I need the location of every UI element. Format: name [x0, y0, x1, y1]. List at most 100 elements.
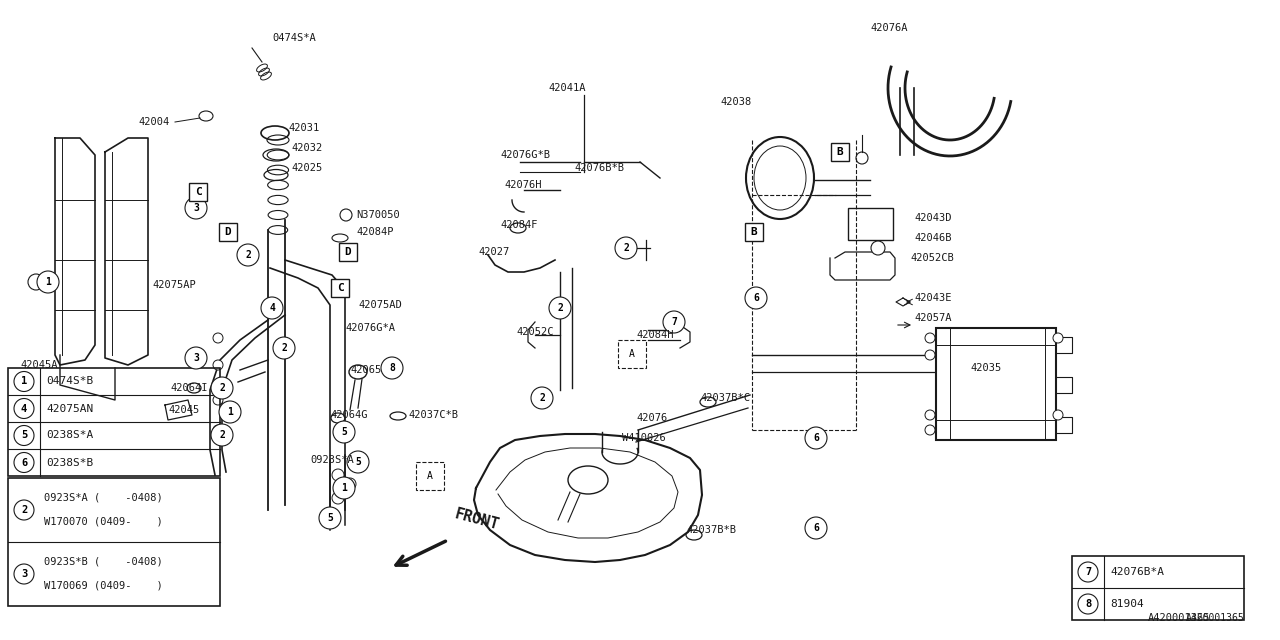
- Text: 42052CB: 42052CB: [910, 253, 954, 263]
- Text: 8: 8: [389, 363, 396, 373]
- Text: 2: 2: [219, 430, 225, 440]
- Bar: [831, 143, 849, 161]
- Text: 42045: 42045: [168, 405, 200, 415]
- Text: 0474S*B: 0474S*B: [46, 376, 93, 387]
- Text: 0923S*B (    -0408): 0923S*B ( -0408): [44, 557, 163, 567]
- Text: 8: 8: [1085, 599, 1091, 609]
- Circle shape: [805, 517, 827, 539]
- Text: 42076G*A: 42076G*A: [346, 323, 396, 333]
- Circle shape: [186, 197, 207, 219]
- Text: 42084P: 42084P: [356, 227, 393, 237]
- Text: 0923S*A (    -0408): 0923S*A ( -0408): [44, 493, 163, 503]
- Circle shape: [870, 241, 884, 255]
- Circle shape: [925, 350, 934, 360]
- Circle shape: [212, 425, 223, 435]
- Circle shape: [344, 478, 356, 490]
- Text: 0238S*B: 0238S*B: [46, 458, 93, 467]
- Text: 2: 2: [539, 393, 545, 403]
- Text: 42037B*C: 42037B*C: [700, 393, 750, 403]
- Bar: [339, 243, 357, 261]
- Text: A: A: [428, 471, 433, 481]
- Text: 0474S*A: 0474S*A: [273, 33, 316, 43]
- Text: 2: 2: [20, 505, 27, 515]
- Text: 5: 5: [355, 457, 361, 467]
- Text: A420001365: A420001365: [1187, 613, 1245, 623]
- Circle shape: [14, 399, 35, 419]
- Text: 4: 4: [269, 303, 275, 313]
- Text: C: C: [337, 283, 343, 293]
- Text: 42076H: 42076H: [504, 180, 541, 190]
- Bar: [618, 340, 646, 368]
- Bar: [219, 223, 237, 241]
- Text: 42041A: 42041A: [548, 83, 585, 93]
- Circle shape: [333, 421, 355, 443]
- Circle shape: [319, 507, 340, 529]
- Text: 42075AD: 42075AD: [358, 300, 402, 310]
- Text: 0923S*A: 0923S*A: [310, 455, 353, 465]
- Circle shape: [925, 410, 934, 420]
- Text: 42075AN: 42075AN: [46, 403, 93, 413]
- Text: 42031: 42031: [288, 123, 319, 133]
- Text: 1: 1: [45, 277, 51, 287]
- Text: D: D: [344, 247, 352, 257]
- Text: B: B: [837, 147, 844, 157]
- Text: 81904: 81904: [1110, 599, 1144, 609]
- Text: 42046B: 42046B: [914, 233, 951, 243]
- Text: 42027: 42027: [477, 247, 509, 257]
- Text: C: C: [195, 187, 201, 197]
- Circle shape: [186, 347, 207, 369]
- Text: W410026: W410026: [622, 433, 666, 443]
- Text: 42043D: 42043D: [914, 213, 951, 223]
- Text: 5: 5: [328, 513, 333, 523]
- Circle shape: [14, 452, 35, 472]
- Text: 7: 7: [1085, 567, 1091, 577]
- Circle shape: [14, 564, 35, 584]
- Circle shape: [381, 357, 403, 379]
- Bar: [8, 478, 220, 606]
- Circle shape: [1053, 410, 1062, 420]
- Text: 42076G*B: 42076G*B: [500, 150, 550, 160]
- Circle shape: [211, 377, 233, 399]
- Text: N370050: N370050: [356, 210, 399, 220]
- Text: 42045A: 42045A: [20, 360, 58, 370]
- Text: 6: 6: [813, 433, 819, 443]
- Text: 6: 6: [20, 458, 27, 467]
- Text: 42075AP: 42075AP: [152, 280, 196, 290]
- Circle shape: [212, 360, 223, 370]
- Bar: [1073, 556, 1244, 620]
- Text: 42025: 42025: [291, 163, 323, 173]
- Text: 3: 3: [193, 353, 198, 363]
- Text: 42004: 42004: [138, 117, 169, 127]
- Text: 1: 1: [227, 407, 233, 417]
- Circle shape: [273, 337, 294, 359]
- Text: 0238S*A: 0238S*A: [46, 431, 93, 440]
- Text: 1: 1: [340, 483, 347, 493]
- Text: B: B: [750, 227, 758, 237]
- Text: A: A: [628, 349, 635, 359]
- Circle shape: [531, 387, 553, 409]
- Text: 42084H: 42084H: [636, 330, 673, 340]
- Circle shape: [261, 297, 283, 319]
- Text: 2: 2: [623, 243, 628, 253]
- Circle shape: [14, 500, 35, 520]
- Circle shape: [237, 244, 259, 266]
- Text: 42076A: 42076A: [870, 23, 908, 33]
- Text: 4: 4: [20, 403, 27, 413]
- Text: 42064I: 42064I: [170, 383, 207, 393]
- Circle shape: [1078, 562, 1098, 582]
- Circle shape: [212, 395, 223, 405]
- Circle shape: [332, 492, 344, 504]
- Circle shape: [14, 371, 35, 392]
- Circle shape: [212, 333, 223, 343]
- Circle shape: [1078, 594, 1098, 614]
- Circle shape: [333, 477, 355, 499]
- Text: 5: 5: [20, 431, 27, 440]
- Text: 42064G: 42064G: [330, 410, 367, 420]
- Text: 7: 7: [671, 317, 677, 327]
- Bar: [745, 223, 763, 241]
- Circle shape: [745, 287, 767, 309]
- Text: 3: 3: [20, 569, 27, 579]
- Circle shape: [37, 271, 59, 293]
- Bar: [849, 208, 893, 240]
- Text: 42084F: 42084F: [500, 220, 538, 230]
